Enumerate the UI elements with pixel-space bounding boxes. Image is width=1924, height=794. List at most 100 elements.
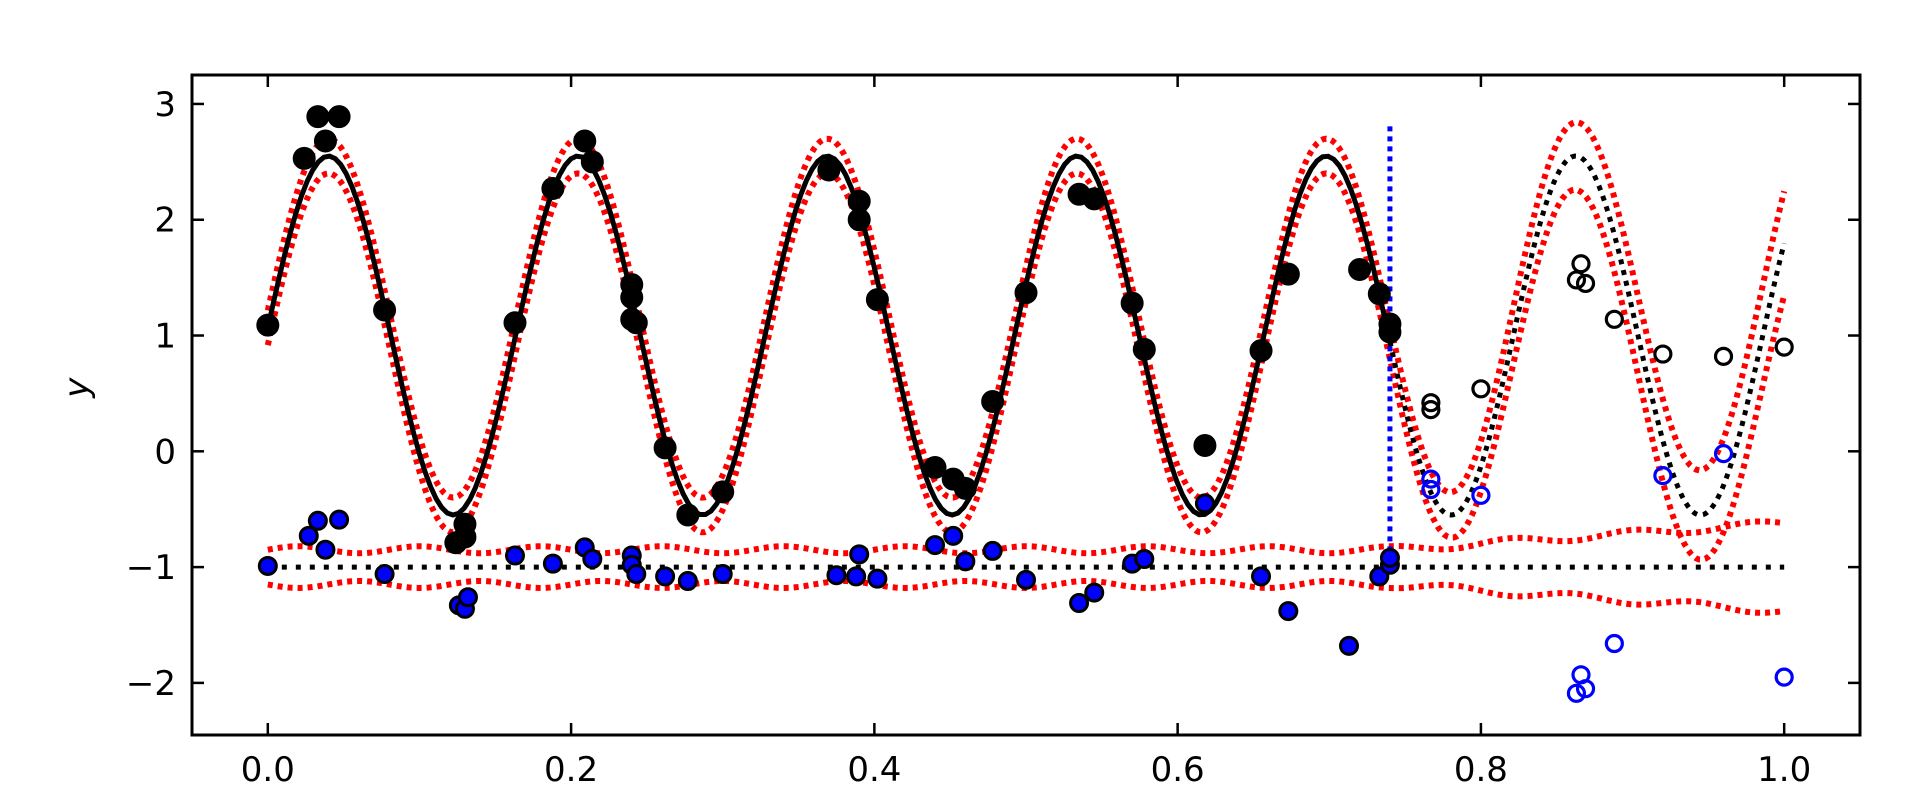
x-tick-label: 0.6 bbox=[1151, 750, 1205, 790]
train-residuals-point bbox=[1251, 566, 1272, 587]
test-residuals-point bbox=[1774, 667, 1794, 687]
test-residuals-point bbox=[1604, 633, 1624, 654]
residual-upper-band bbox=[267, 518, 1785, 557]
test-residuals-point bbox=[1566, 683, 1587, 703]
test-observations-point bbox=[1421, 393, 1441, 413]
train-residuals-point bbox=[542, 553, 563, 574]
train-residuals-point bbox=[849, 544, 870, 565]
train-residuals-point bbox=[955, 551, 976, 572]
train-residuals-point bbox=[582, 549, 603, 569]
train-residuals-point bbox=[925, 535, 946, 556]
train-observations-point bbox=[580, 150, 604, 174]
train-observations-point bbox=[711, 480, 735, 504]
train-observations-point bbox=[1378, 320, 1402, 344]
train-residuals-point bbox=[846, 566, 867, 587]
data-points bbox=[256, 105, 1794, 703]
y-tick-label: 2 bbox=[154, 201, 176, 241]
y-tick-label: −2 bbox=[126, 664, 176, 704]
train-observations-point bbox=[923, 456, 947, 480]
test-observations-point bbox=[1575, 273, 1596, 294]
test-residuals-point bbox=[1421, 469, 1441, 489]
test-observations-point bbox=[1471, 379, 1491, 399]
x-tick-label: 0.8 bbox=[1454, 750, 1508, 790]
train-observations-point bbox=[453, 525, 477, 549]
train-residuals-point bbox=[315, 539, 336, 560]
train-observations-point bbox=[1014, 281, 1038, 305]
x-tick-label: 0.0 bbox=[241, 750, 295, 790]
plot-frame bbox=[190, 73, 1862, 737]
train-residuals-point bbox=[1134, 549, 1155, 569]
test-residuals-point bbox=[1575, 679, 1596, 699]
test-observations-point bbox=[1713, 346, 1734, 366]
test-observations-point bbox=[1421, 400, 1441, 420]
test-residuals-point bbox=[1471, 485, 1491, 505]
train-observations-point bbox=[1132, 337, 1156, 361]
train-observations-point bbox=[573, 129, 597, 153]
test-observations-point bbox=[1604, 309, 1624, 329]
train-observations-point bbox=[541, 176, 565, 200]
train-observations-point bbox=[313, 129, 337, 153]
train-observations-point bbox=[256, 313, 280, 337]
train-observations-point bbox=[847, 208, 871, 232]
x-tick-label: 0.2 bbox=[544, 750, 598, 790]
train-residuals-point bbox=[1084, 582, 1105, 603]
train-residuals-point bbox=[867, 568, 888, 589]
train-residuals-point bbox=[712, 564, 733, 585]
train-residuals-point bbox=[943, 525, 964, 546]
train-observations-point bbox=[1120, 291, 1144, 315]
train-observations-point bbox=[624, 311, 648, 335]
train-observations-point bbox=[503, 311, 527, 335]
train-observations-point bbox=[953, 476, 977, 500]
test-residuals-point bbox=[1421, 479, 1441, 500]
train-residuals-point bbox=[982, 540, 1003, 561]
train-observations-series bbox=[256, 105, 1402, 555]
y-tick-label: 0 bbox=[154, 432, 176, 472]
confidence-bands bbox=[264, 119, 1788, 616]
model-lines bbox=[265, 153, 1787, 570]
train-residuals-point bbox=[626, 564, 647, 585]
train-observations-point bbox=[817, 158, 841, 182]
train-residuals-point bbox=[307, 510, 328, 531]
test-observations-point bbox=[1774, 337, 1794, 357]
train-observations-point bbox=[292, 146, 316, 170]
train-residuals-point bbox=[257, 555, 278, 576]
train-observations-point bbox=[1082, 187, 1106, 211]
train-residuals-point bbox=[1379, 547, 1400, 568]
y-tick-label: 3 bbox=[154, 85, 176, 125]
train-observations-point bbox=[327, 105, 351, 129]
train-residuals-point bbox=[677, 571, 698, 591]
train-residuals-series bbox=[257, 493, 1400, 656]
train-observations-point bbox=[676, 503, 700, 527]
train-residuals-point bbox=[457, 587, 478, 608]
train-residuals-point bbox=[374, 564, 395, 585]
train-observations-point bbox=[1367, 282, 1391, 306]
train-residuals-point bbox=[1016, 569, 1036, 590]
train-observations-point bbox=[373, 298, 397, 322]
train-residuals-point bbox=[1069, 593, 1090, 613]
x-tick-label: 0.4 bbox=[847, 750, 901, 790]
train-observations-point bbox=[306, 105, 330, 129]
train-residuals-point bbox=[329, 509, 350, 530]
train-observations-point bbox=[1348, 258, 1372, 282]
train-residuals-point bbox=[1194, 493, 1215, 514]
train-residuals-point bbox=[826, 565, 847, 586]
fit-line-forecast bbox=[1387, 153, 1787, 518]
test-residuals-point bbox=[1653, 466, 1673, 486]
test-residuals-point bbox=[1713, 444, 1734, 464]
fit-line-train bbox=[265, 153, 1393, 518]
test-observations-point bbox=[1571, 254, 1591, 274]
model-upper-band bbox=[264, 119, 1788, 501]
model-lower-band bbox=[264, 170, 1788, 563]
train-residuals-point bbox=[655, 566, 676, 587]
test-observations-point bbox=[1653, 344, 1673, 364]
y-tick-label: −1 bbox=[126, 548, 176, 588]
train-observations-point bbox=[1249, 339, 1273, 363]
y-tick-label: 1 bbox=[154, 317, 176, 357]
x-tick-label: 1.0 bbox=[1757, 750, 1811, 790]
train-observations-point bbox=[865, 288, 889, 312]
test-residuals-series bbox=[1421, 444, 1794, 703]
train-observations-point bbox=[620, 285, 644, 309]
train-residuals-point bbox=[504, 545, 525, 566]
train-residuals-point bbox=[1278, 601, 1299, 622]
